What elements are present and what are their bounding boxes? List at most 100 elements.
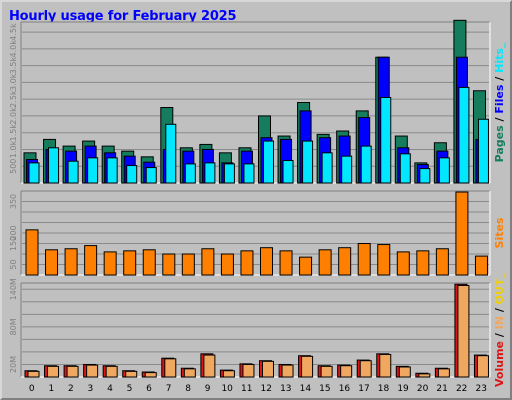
bar-sites (64, 248, 78, 276)
bar-hits (126, 165, 138, 184)
y-tick-label: 350 (9, 194, 18, 209)
bar-hits (28, 162, 40, 184)
x-tick-label: 11 (241, 384, 252, 394)
bar-sites (84, 245, 98, 276)
x-tick-label: 2 (68, 384, 74, 394)
bar-hits (223, 163, 235, 184)
legend-entry-files: Files (493, 84, 506, 114)
bar-sites (103, 251, 117, 276)
chart-title: Hourly usage for February 2025 (9, 9, 237, 24)
panel-2-legend: Sites (493, 217, 506, 248)
bar-in (379, 353, 392, 378)
x-tick-label: 22 (456, 384, 467, 394)
bar-sites (240, 250, 254, 276)
y-tick-label: 4.5k (9, 23, 18, 41)
bar-in (476, 355, 489, 378)
x-tick-label: 14 (300, 384, 312, 394)
panel-3-background (21, 283, 490, 377)
bar-hits (380, 96, 392, 184)
bar-sites (220, 253, 234, 276)
bar-sites (25, 229, 39, 276)
legend-entry-volume: Volume (493, 341, 506, 387)
legend-entry-in: IN (493, 316, 506, 329)
bar-sites (181, 253, 195, 276)
bar-sites (357, 243, 371, 276)
bar-sites (396, 251, 410, 276)
x-tick-label: 0 (29, 384, 35, 394)
bar-sites (260, 247, 273, 276)
bar-in (47, 365, 60, 378)
x-tick-label: 17 (358, 384, 369, 394)
bar-hits (419, 168, 431, 184)
y-tick-label: 500 (9, 159, 18, 174)
bar-hits (106, 157, 118, 184)
bar-in (222, 370, 235, 378)
bar-hits (243, 163, 255, 184)
x-tick-label: 9 (205, 384, 211, 394)
bar-sites (455, 191, 469, 276)
bar-in (359, 360, 372, 378)
panel-1-legend: Pages / Files / Hits_ (493, 42, 506, 162)
x-tick-label: 19 (397, 384, 409, 394)
bar-sites (338, 247, 352, 276)
y-tick-label: 1.5k (9, 124, 18, 142)
bar-sites (416, 250, 430, 276)
legend-entry-hits: _ (493, 42, 506, 48)
legend-entry-out: _ (493, 273, 506, 279)
bar-sites (162, 253, 176, 276)
x-tick-label: 12 (261, 384, 272, 394)
legend-entry-outline: / (493, 304, 506, 316)
legend-entry-hits: Hits (493, 48, 506, 73)
x-tick-label: 1 (48, 384, 54, 394)
legend-entry-outline: / (493, 329, 506, 341)
panel-3-legend: Volume / IN / OUT_ (493, 273, 506, 387)
bar-sites (474, 255, 488, 276)
bar-sites (435, 248, 449, 276)
x-tick-label: 18 (378, 384, 390, 394)
bar-in (301, 355, 314, 378)
y-tick-label: 80M (9, 318, 18, 335)
bar-hits (48, 147, 60, 184)
bar-in (320, 365, 333, 378)
bar-hits (145, 167, 157, 184)
legend-entry-outline: / (493, 73, 506, 85)
bar-hits (360, 145, 372, 184)
x-tick-label: 3 (88, 384, 94, 394)
x-tick-label: 16 (339, 384, 351, 394)
bar-in (281, 364, 294, 378)
bar-in (125, 370, 138, 378)
x-tick-label: 13 (280, 384, 291, 394)
y-tick-label: 2.5k (9, 90, 18, 108)
x-tick-label: 5 (127, 384, 133, 394)
bar-hits (87, 157, 99, 184)
bar-in (398, 366, 411, 378)
bar-hits (458, 86, 470, 184)
bar-sites (45, 249, 59, 276)
bar-in (203, 354, 216, 378)
y-tick-label: 150 (9, 236, 18, 251)
legend-entry-out: OUT (493, 278, 506, 304)
bar-hits (477, 118, 489, 184)
bar-hits (302, 140, 314, 184)
bar-in (144, 372, 157, 378)
x-tick-label: 8 (185, 384, 191, 394)
legend-entry-sites: Sites (493, 217, 506, 248)
bar-in (105, 365, 118, 378)
bar-in (164, 358, 177, 378)
bar-in (183, 368, 196, 378)
bar-sites (142, 249, 156, 276)
bar-hits (165, 123, 177, 184)
bar-sites (123, 250, 137, 276)
x-tick-label: 23 (476, 384, 487, 394)
bar-in (86, 364, 99, 378)
bar-in (242, 363, 255, 378)
bar-in (262, 360, 274, 378)
bar-sites (318, 249, 332, 276)
legend-entry-outline: / (493, 114, 506, 126)
bar-hits (263, 140, 274, 184)
y-tick-label: 2.0k (9, 107, 18, 125)
x-tick-label: 20 (417, 384, 429, 394)
y-tick-label: 3.0k (9, 73, 18, 91)
bar-in (457, 285, 470, 378)
